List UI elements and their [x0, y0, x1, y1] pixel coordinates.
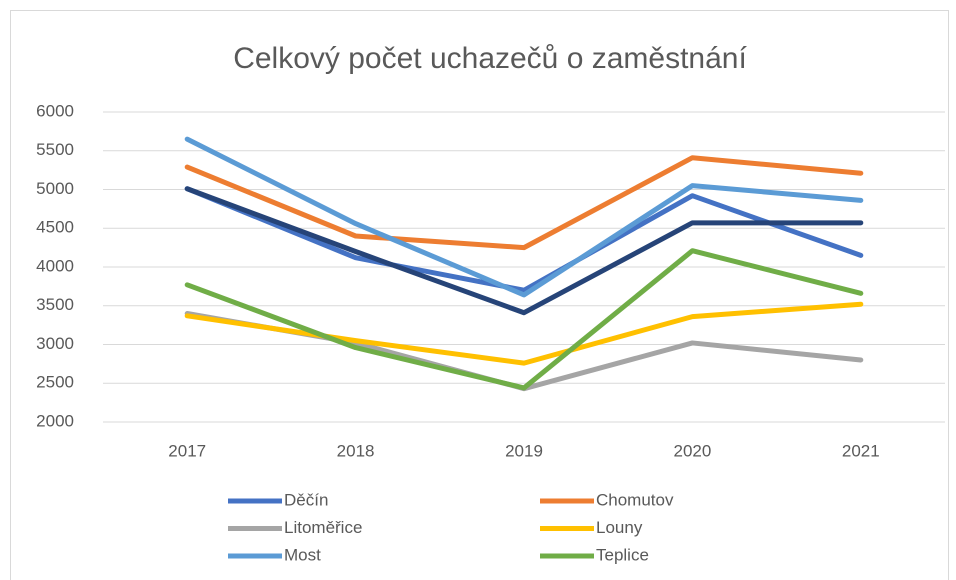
x-tick-label: 2017 — [168, 441, 206, 460]
y-tick-label: 4000 — [36, 256, 74, 275]
x-tick-label: 2021 — [842, 441, 880, 460]
legend-label: Litoměřice — [284, 518, 362, 537]
legend-label: Louny — [596, 518, 643, 537]
y-tick-label: 5500 — [36, 140, 74, 159]
legend-label: Teplice — [596, 545, 649, 564]
series-line — [184, 186, 864, 293]
x-tick-label: 2018 — [337, 441, 375, 460]
y-tick-label: 6000 — [36, 101, 74, 120]
y-tick-label: 4500 — [36, 218, 74, 237]
series-line — [184, 136, 864, 298]
legend-label: Chomutov — [596, 490, 674, 509]
y-tick-label: 2500 — [36, 373, 74, 392]
chart-title: Celkový počet uchazečů o zaměstnání — [233, 42, 747, 75]
x-tick-label: 2019 — [505, 441, 543, 460]
series-line — [184, 155, 864, 251]
y-tick-label: 3500 — [36, 295, 74, 314]
legend-label: Most — [284, 545, 321, 564]
series-line — [184, 248, 864, 391]
series-line — [184, 186, 864, 316]
y-tick-label: 3000 — [36, 334, 74, 353]
series-line — [184, 301, 864, 366]
legend-label: Děčín — [284, 490, 328, 509]
y-tick-label: 2000 — [36, 411, 74, 430]
y-tick-label: 5000 — [36, 179, 74, 198]
x-tick-label: 2020 — [673, 441, 711, 460]
